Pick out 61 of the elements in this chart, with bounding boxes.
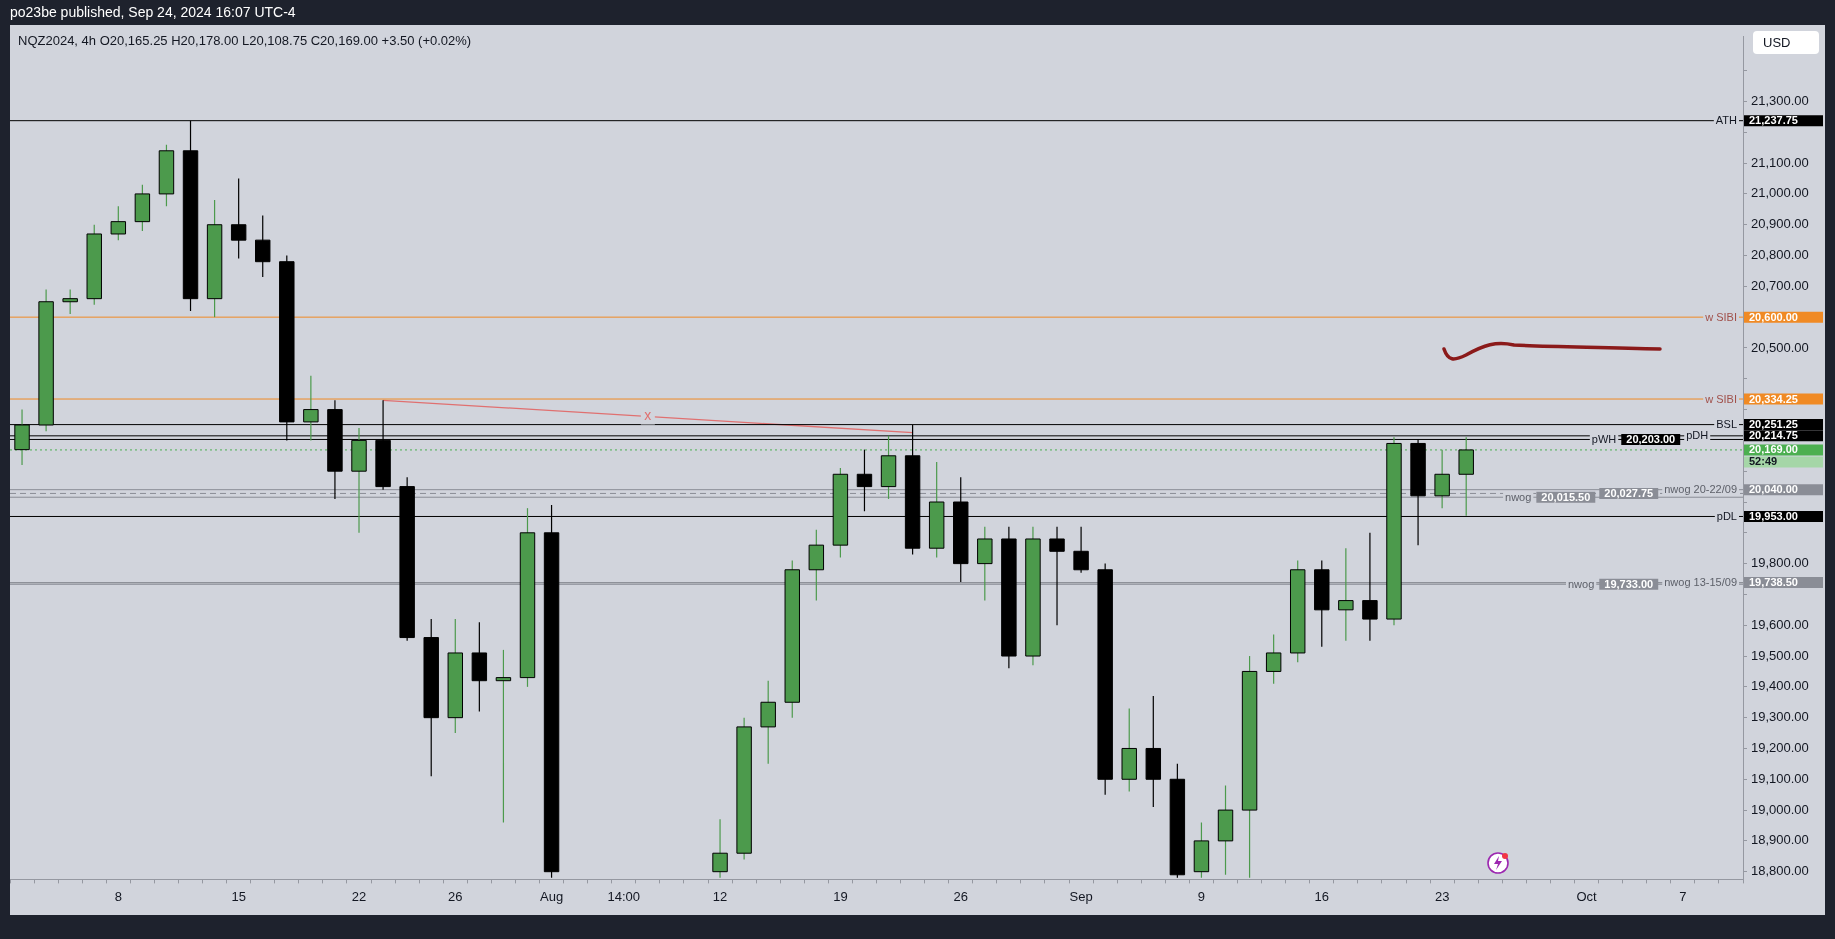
y-tick-label: 20,800.00 bbox=[1751, 247, 1809, 263]
y-tick-label: 20,251.25 bbox=[1749, 418, 1798, 431]
band-label: nwog 13-15/09 bbox=[1664, 576, 1737, 589]
y-tick-label: 20,214.75 bbox=[1749, 429, 1798, 442]
series-label: x bbox=[644, 407, 652, 424]
x-tick-label: Aug bbox=[539, 888, 564, 904]
annotation: 19,733.00 bbox=[1604, 577, 1654, 590]
y-tick-label: 19,953.00 bbox=[1749, 510, 1798, 523]
ref-line-label: pDH bbox=[1686, 429, 1709, 442]
ref-line-label: w SIBI bbox=[1704, 392, 1737, 405]
x-tick-label: 26 bbox=[448, 888, 463, 904]
y-tick-label: 20,900.00 bbox=[1751, 216, 1809, 232]
y-tick-label: 21,237.75 bbox=[1749, 114, 1798, 127]
x-tick-label: 22 bbox=[351, 888, 367, 904]
y-tick-label: 19,100.00 bbox=[1751, 770, 1809, 786]
ref-line-label: BSL bbox=[1716, 418, 1737, 431]
y-tick-label: 19,500.00 bbox=[1751, 647, 1809, 663]
x-tick-label: Oct bbox=[1576, 888, 1598, 904]
x-tick-label: 9 bbox=[1197, 888, 1206, 904]
y-tick-label: 21,100.00 bbox=[1751, 154, 1809, 170]
y-tick-label: 20,700.00 bbox=[1751, 277, 1809, 293]
x-tick-label: 14:00 bbox=[607, 888, 641, 904]
annotation: nwog bbox=[1567, 577, 1595, 590]
text: USD bbox=[1753, 31, 1819, 54]
ref-line-label: pWH bbox=[1591, 432, 1617, 445]
y-tick-label: 19,200.00 bbox=[1751, 740, 1809, 756]
chart-subtitle: NQZ2024, 4h O20,165.25 H20,178.00 L20,108.75 C20,169.00 +3.50 (+0.02%) bbox=[18, 33, 472, 48]
ref-line-label: ATH bbox=[1715, 114, 1738, 127]
annotation: 20,203.00 bbox=[1626, 432, 1676, 445]
x-tick-label: 19 bbox=[833, 888, 848, 904]
y-tick-label: 18,800.00 bbox=[1751, 863, 1809, 879]
y-tick-label: 20,169.00 bbox=[1749, 443, 1798, 456]
y-tick-label: 19,800.00 bbox=[1751, 555, 1809, 571]
y-tick-label: 20,500.00 bbox=[1751, 339, 1809, 355]
y-tick-label: 19,000.00 bbox=[1751, 801, 1809, 817]
ref-line-label: pDL bbox=[1716, 510, 1737, 523]
x-tick-label: 7 bbox=[1679, 888, 1687, 904]
x-tick-label: 15 bbox=[231, 888, 246, 904]
y-tick-label: 20,600.00 bbox=[1749, 310, 1798, 323]
text: 52:49 bbox=[1749, 455, 1778, 468]
y-tick-label: 19,600.00 bbox=[1751, 616, 1809, 632]
y-tick-label: 19,738.50 bbox=[1749, 576, 1798, 589]
annotation: 20,015.50 bbox=[1541, 490, 1591, 503]
ref-line-label: w SIBI bbox=[1704, 310, 1737, 323]
x-tick-label: 8 bbox=[114, 888, 122, 904]
y-tick-label: 20,334.25 bbox=[1749, 392, 1798, 405]
chart-title: po23be published, Sep 24, 2024 16:07 UTC-4 bbox=[10, 4, 296, 20]
x-tick-label: 12 bbox=[712, 888, 728, 904]
annotation: 20,027.75 bbox=[1604, 486, 1654, 499]
ref-line-label: nwog 20-22/09 bbox=[1664, 483, 1737, 496]
y-tick-label: 18,900.00 bbox=[1751, 832, 1809, 848]
y-tick-label: 21,300.00 bbox=[1751, 93, 1809, 109]
y-tick-label: 20,040.00 bbox=[1749, 483, 1798, 496]
y-tick-label: 21,000.00 bbox=[1751, 185, 1809, 201]
ref-line-label: nwog bbox=[1505, 490, 1532, 503]
x-tick-label: 16 bbox=[1314, 888, 1330, 904]
x-tick-label: Sep bbox=[1069, 888, 1093, 904]
x-tick-label: 26 bbox=[953, 888, 968, 904]
y-tick-label: 19,400.00 bbox=[1751, 678, 1809, 694]
y-tick-label: 19,300.00 bbox=[1751, 709, 1809, 725]
x-tick-label: 23 bbox=[1434, 888, 1450, 904]
